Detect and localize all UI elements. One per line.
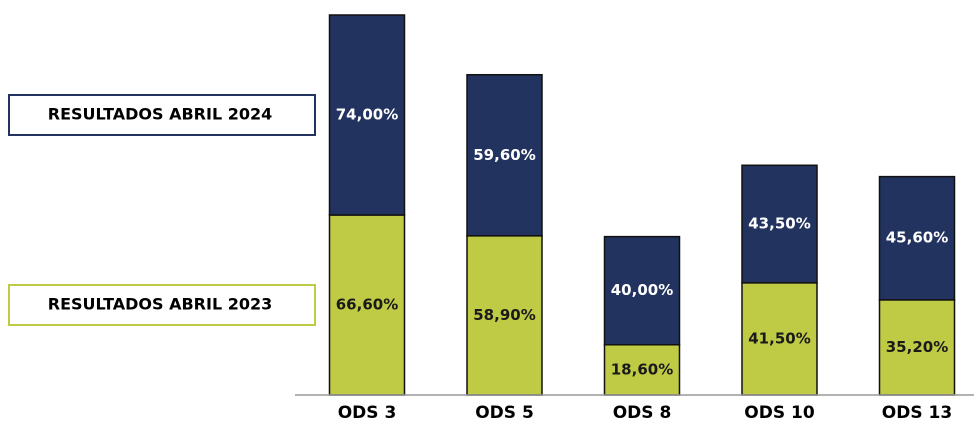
data-label: 74,00% — [336, 106, 398, 124]
legend-label: RESULTADOS ABRIL 2023 — [48, 295, 273, 314]
x-tick-label: ODS 13 — [882, 403, 952, 423]
bar-segment — [466, 73, 543, 237]
x-tick-label: ODS 8 — [613, 403, 672, 423]
x-tick-label: ODS 10 — [744, 403, 815, 423]
data-label: 66,60% — [336, 296, 398, 314]
x-tick-label: ODS 5 — [475, 403, 534, 423]
data-label: 18,60% — [611, 360, 673, 378]
data-label: 45,60% — [886, 229, 948, 247]
bar-segment — [603, 235, 681, 346]
data-label: 40,00% — [611, 281, 673, 299]
data-label: 41,50% — [748, 329, 810, 347]
data-label: 58,90% — [473, 306, 535, 324]
legend-box — [8, 94, 316, 136]
x-tick-label: ODS 3 — [338, 403, 397, 423]
bar-segment — [741, 164, 818, 284]
legend-label: RESULTADOS ABRIL 2024 — [48, 105, 273, 124]
data-label: 35,20% — [886, 338, 948, 356]
bar-segment — [328, 14, 406, 216]
bar-segment — [878, 175, 956, 301]
data-label: 59,60% — [473, 146, 535, 164]
data-label: 43,50% — [748, 215, 810, 233]
bar-segment — [328, 214, 406, 396]
legend-box — [8, 284, 316, 326]
